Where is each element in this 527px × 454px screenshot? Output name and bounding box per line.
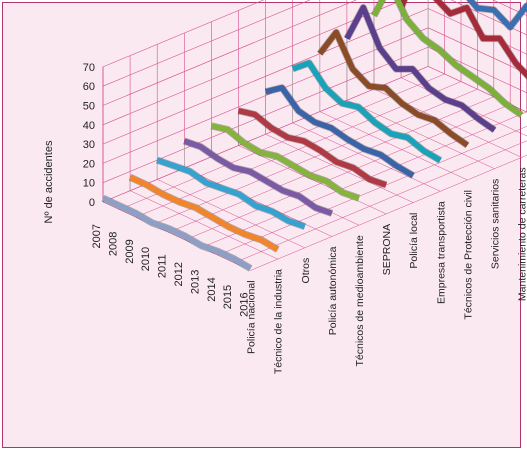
ribbon-line [398,0,527,80]
category-label: Policía nacional [246,280,258,354]
year-label: 2015 [222,285,234,309]
y-tick-label: 0 [89,197,95,209]
y-tick-label: 10 [83,178,95,190]
year-label: 2013 [189,270,201,294]
ribbon-line [128,174,280,252]
ribbon-line [237,108,388,188]
gridline-side [450,0,527,36]
year-label: 2008 [107,232,119,256]
series-ribbon [343,3,497,134]
series-ribbon [427,0,527,67]
series-ribbon [397,0,527,81]
y-tick-label: 70 [83,62,95,74]
y-tick-label: 40 [83,120,95,132]
gridline-side [492,0,527,17]
gridline-floor [217,126,527,256]
category-label: Técnicos de medioambiente [354,235,366,366]
category-label: Técnico de la industria [273,269,285,374]
ribbon-line [264,84,415,179]
series-ribbon [264,84,416,179]
ribbon-line [101,195,253,271]
category-axis-labels: Policía nacional Técnico de la industria O… [246,167,527,374]
gridline-floor [400,77,527,137]
series-ribbon [128,173,280,253]
y-tick-label: 50 [83,101,95,113]
gridline-floor [157,179,305,249]
series-ribbon [101,194,253,272]
year-label: 2012 [173,262,185,286]
series-ribbon [156,156,306,230]
series-ribbon [316,28,470,149]
ribbon-line [371,0,524,118]
category-label: Técnicos de Protección civil [462,190,474,320]
category-label: SEPRONA [381,224,393,275]
ribbon-line [183,138,333,216]
gridline-floor [184,167,333,237]
gridline-floor [346,100,495,169]
category-label: Mantenimiento de carreteras [517,167,527,301]
y-axis-label: Nº de accidentes [43,140,55,223]
year-axis-labels: 2007 2008 2009 2010 2011 2012 2013 2014 2015 2016 [91,224,251,317]
year-label: 2016 [239,292,251,316]
gridline-floor [238,145,387,215]
gridline-floor [102,201,251,271]
ribbon-line [344,4,497,133]
gridline-floor [319,111,468,181]
ribbon-line [156,157,306,230]
series-ribbons [101,0,527,272]
category-label: Policía local [408,213,420,269]
ribbon-line [317,29,470,148]
category-label: Policía autonómica [327,246,339,335]
category-label: Servicios sanitarios [490,179,502,269]
category-label: Otros [300,258,312,284]
ribbon-line [210,123,360,201]
gridline-side [428,27,527,74]
category-label: Empresa transportista [435,201,447,304]
gridline-floor [292,122,441,192]
y-axis-ticks: 0 10 20 30 40 50 60 70 [83,62,95,209]
series-ribbon [291,59,443,164]
year-label: 2014 [206,277,218,301]
y-tick-label: 30 [83,139,95,151]
ribbon-line [466,0,527,31]
year-label: 2011 [157,254,169,278]
y-tick-label: 20 [83,158,95,170]
year-label: 2007 [91,224,103,248]
year-label: 2009 [124,239,136,263]
year-label: 2010 [140,247,152,271]
chart-frame [2,2,521,448]
ribbon-line [291,60,442,163]
series-ribbon [183,137,334,217]
gridline-floor [265,133,414,203]
y-tick-label: 60 [83,81,95,93]
gridline-floor [129,190,278,260]
